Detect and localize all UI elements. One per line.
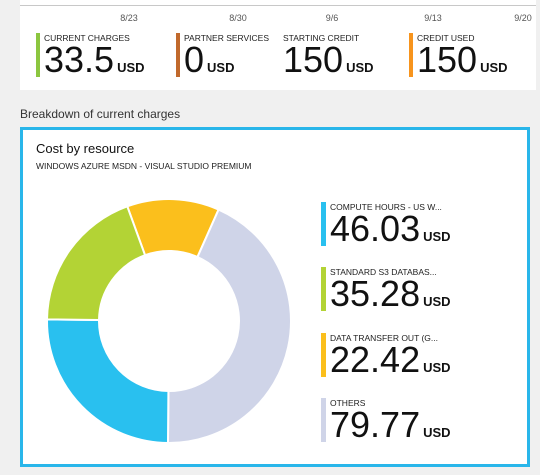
metric-value: 150: [417, 39, 478, 80]
legend-label: DATA TRANSFER OUT (G...: [330, 333, 438, 343]
legend-value: 35.28: [330, 273, 421, 314]
metric-label: CREDIT USED: [417, 33, 475, 43]
timeline-axis: [20, 5, 536, 6]
legend-value-row: 46.03 USD: [330, 211, 451, 254]
legend-unit: USD: [423, 229, 451, 244]
summary-card: 8/23 8/30 9/6 9/13 9/20 CURRENT CHARGES …: [20, 0, 536, 90]
timeline-tick: 8/23: [120, 13, 138, 23]
metric-label: CURRENT CHARGES: [44, 33, 130, 43]
legend-unit: USD: [423, 294, 451, 309]
card-title: Cost by resource: [36, 141, 135, 156]
timeline-tick: 8/30: [229, 13, 247, 23]
legend-color-bar: [321, 202, 326, 246]
metric-partner-services[interactable]: PARTNER SERVICES 0 USD: [176, 33, 270, 78]
timeline-tick: 9/20: [514, 13, 532, 23]
metric-label: PARTNER SERVICES: [184, 33, 270, 43]
metric-color-bar: [409, 33, 413, 77]
metric-value: 150: [283, 39, 344, 80]
metric-unit: USD: [207, 60, 235, 75]
legend-label: STANDARD S3 DATABAS...: [330, 267, 437, 277]
legend-value: 46.03: [330, 208, 421, 249]
metric-value-row: 150 USD: [283, 42, 374, 85]
section-title: Breakdown of current charges: [20, 107, 181, 121]
timeline-tick: 9/6: [325, 13, 339, 23]
legend-item[interactable]: STANDARD S3 DATABAS... 35.28 USD: [321, 267, 451, 315]
legend-value: 79.77: [330, 404, 421, 445]
legend-item[interactable]: OTHERS 79.77 USD: [321, 398, 451, 446]
metric-value: 0: [184, 39, 205, 80]
legend-unit: USD: [423, 360, 451, 375]
metric-value-row: 0 USD: [184, 42, 269, 85]
legend-value-row: 79.77 USD: [330, 407, 451, 450]
metric-color-bar: [176, 33, 180, 77]
metric-starting-credit[interactable]: STARTING CREDIT 150 USD: [283, 33, 374, 78]
legend-color-bar: [321, 267, 326, 311]
legend-color-bar: [321, 333, 326, 377]
legend-label: COMPUTE HOURS - US W...: [330, 202, 442, 212]
legend-label: OTHERS: [330, 398, 366, 408]
donut-chart[interactable]: [46, 198, 292, 444]
legend-value: 22.42: [330, 339, 421, 380]
donut-slice[interactable]: [166, 208, 292, 444]
metric-color-bar: [36, 33, 40, 77]
donut-slice[interactable]: [46, 318, 170, 444]
card-subtitle: WINDOWS AZURE MSDN - VISUAL STUDIO PREMI…: [36, 161, 252, 171]
legend-item[interactable]: COMPUTE HOURS - US W... 46.03 USD: [321, 202, 451, 250]
timeline-tick: 9/13: [424, 13, 442, 23]
metric-current-charges[interactable]: CURRENT CHARGES 33.5 USD: [36, 33, 145, 78]
cost-by-resource-card[interactable]: Cost by resource WINDOWS AZURE MSDN - VI…: [20, 127, 530, 467]
legend-unit: USD: [423, 425, 451, 440]
legend-value-row: 22.42 USD: [330, 342, 451, 385]
metric-unit: USD: [346, 60, 374, 75]
metric-value-row: 150 USD: [417, 42, 508, 85]
donut-slice[interactable]: [46, 205, 147, 322]
metric-unit: USD: [117, 60, 145, 75]
metric-unit: USD: [480, 60, 508, 75]
legend-color-bar: [321, 398, 326, 442]
metric-value: 33.5: [44, 39, 115, 80]
legend-value-row: 35.28 USD: [330, 276, 451, 319]
metric-label: STARTING CREDIT: [283, 33, 360, 43]
legend-item[interactable]: DATA TRANSFER OUT (G... 22.42 USD: [321, 333, 451, 381]
metric-value-row: 33.5 USD: [44, 42, 145, 85]
metric-credit-used[interactable]: CREDIT USED 150 USD: [409, 33, 508, 78]
